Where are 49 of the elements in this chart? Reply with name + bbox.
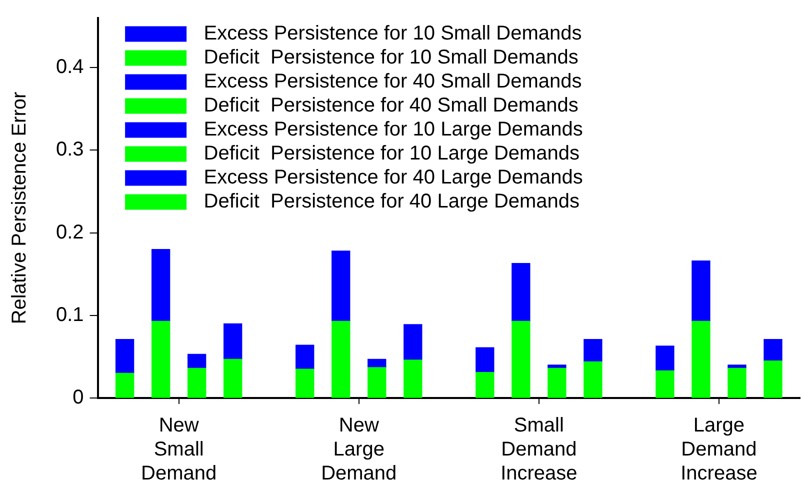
legend-label: Excess Persistence for 40 Large Demands	[204, 166, 583, 189]
bar	[151, 320, 170, 398]
bar	[548, 364, 566, 369]
bar	[332, 250, 350, 322]
bar	[296, 344, 314, 370]
bar	[151, 248, 170, 322]
bar	[476, 347, 494, 373]
bar	[368, 367, 386, 398]
y-tick-label: 0.4	[56, 56, 84, 78]
legend-label: Deficit Persistence for 40 Small Demands	[204, 94, 578, 117]
bar	[584, 339, 602, 362]
x-tick-label: New Large Demand	[321, 414, 397, 485]
bar	[548, 368, 566, 398]
bar	[692, 260, 710, 322]
y-tick-label: 0.2	[56, 221, 84, 244]
bar	[404, 360, 422, 398]
bar	[224, 323, 242, 360]
legend-label: Deficit Persistence for 10 Small Demands	[204, 46, 578, 69]
legend-label: Excess Persistence for 40 Small Demands	[204, 70, 582, 93]
legend-label: Deficit Persistence for 40 Large Demands	[204, 190, 580, 213]
legend-label: Deficit Persistence for 10 Large Demands	[204, 142, 580, 165]
bar	[584, 361, 602, 398]
bar	[764, 360, 782, 398]
y-tick-label: 0.3	[56, 138, 84, 161]
legend-label: Excess Persistence for 10 Large Demands	[204, 118, 583, 141]
bar	[188, 354, 206, 369]
bar	[115, 372, 134, 398]
x-tick-label: Large Demand Increase	[680, 414, 758, 485]
x-tick-label: New Small Demand	[141, 414, 217, 485]
bar	[332, 320, 350, 398]
y-tick-label: 0.1	[56, 304, 84, 326]
bar	[296, 368, 314, 398]
bar	[692, 320, 710, 398]
x-tick-label: Small Demand Increase	[500, 414, 578, 485]
bar	[476, 372, 494, 398]
bar	[224, 358, 242, 398]
bar	[404, 324, 422, 360]
bar	[728, 368, 746, 398]
bar	[512, 263, 530, 322]
bar	[188, 368, 206, 398]
bar	[115, 339, 134, 374]
bar	[764, 339, 782, 362]
y-tick-label: 0	[72, 386, 84, 409]
y-axis-title: Relative Persistence Error	[8, 92, 31, 324]
legend-label: Excess Persistence for 10 Small Demands	[204, 22, 582, 45]
bar	[512, 320, 530, 398]
bar	[656, 370, 674, 398]
bar	[656, 346, 674, 372]
bar	[728, 364, 746, 369]
